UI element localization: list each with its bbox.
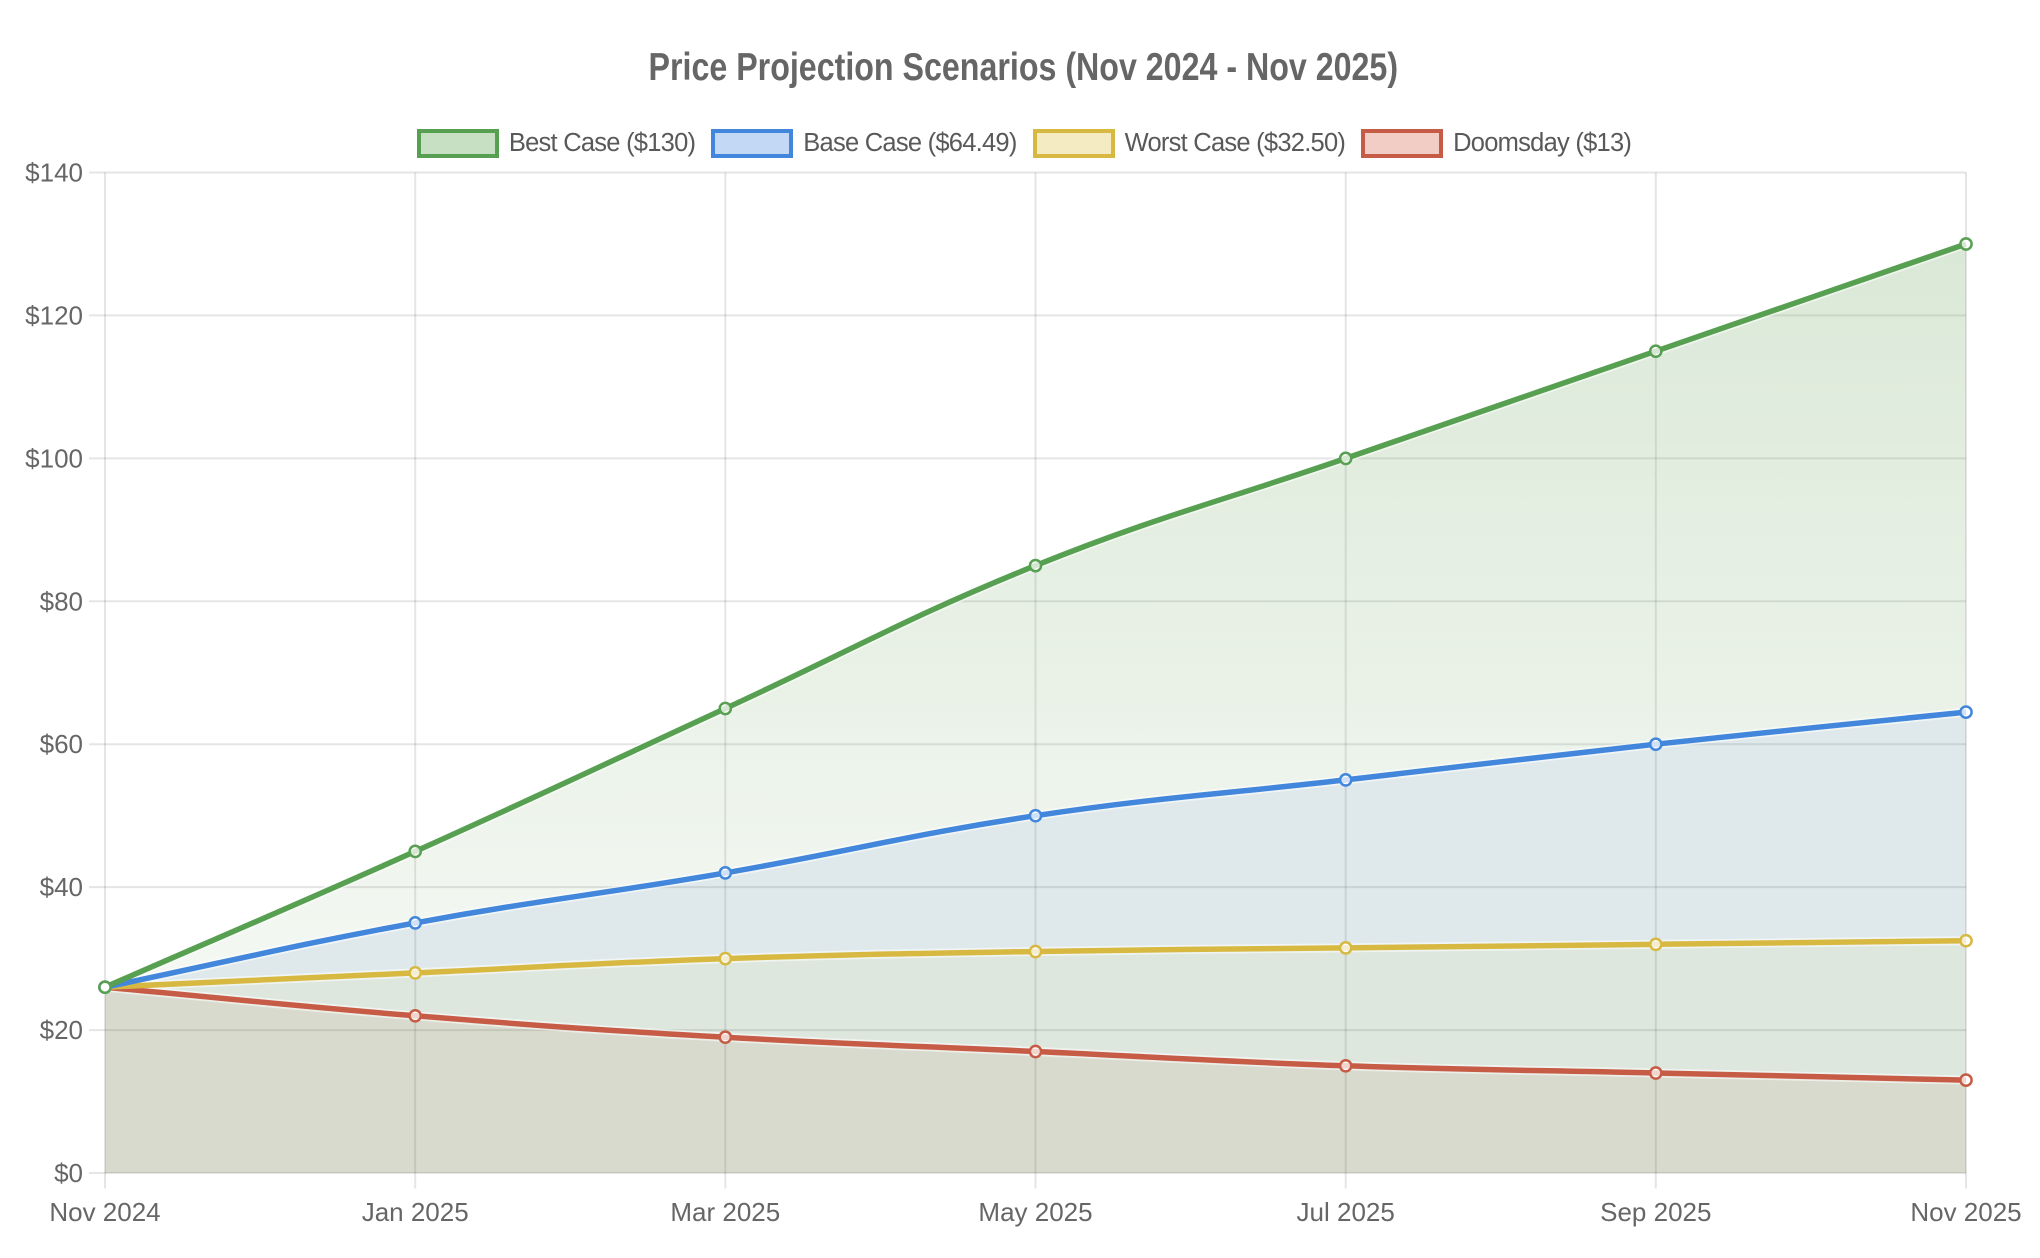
svg-text:$60: $60 (40, 729, 83, 759)
svg-text:Sep 2025: Sep 2025 (1600, 1197, 1711, 1227)
svg-text:$80: $80 (40, 586, 83, 616)
svg-text:Nov 2024: Nov 2024 (49, 1197, 160, 1227)
svg-text:$100: $100 (25, 443, 83, 473)
svg-text:Jan 2025: Jan 2025 (362, 1197, 469, 1227)
svg-text:$0: $0 (54, 1158, 83, 1188)
svg-text:Nov 2025: Nov 2025 (1910, 1197, 2021, 1227)
svg-text:May 2025: May 2025 (978, 1197, 1092, 1227)
svg-text:$140: $140 (25, 158, 83, 188)
svg-text:$120: $120 (25, 300, 83, 330)
svg-text:$20: $20 (40, 1015, 83, 1045)
svg-text:$40: $40 (40, 872, 83, 902)
svg-text:Mar 2025: Mar 2025 (670, 1197, 780, 1227)
svg-text:Jul 2025: Jul 2025 (1297, 1197, 1395, 1227)
